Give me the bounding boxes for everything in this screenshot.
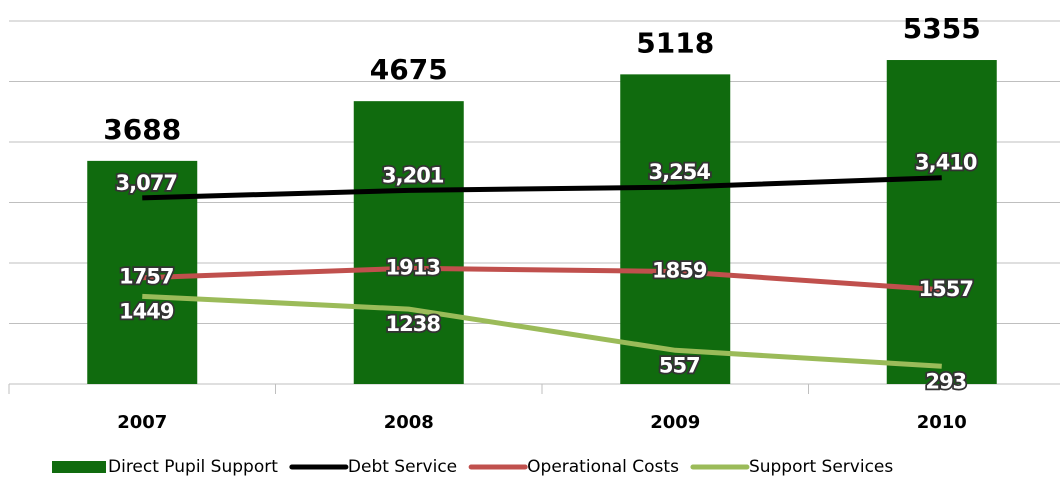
point-label: 1238	[386, 312, 441, 336]
x-tick-label: 2010	[917, 412, 967, 433]
point-label: 557	[659, 353, 700, 377]
line	[142, 175, 942, 201]
bar-value-label: 3688	[103, 113, 181, 146]
bar	[620, 74, 731, 385]
x-tick-label: 2009	[650, 412, 700, 433]
line	[142, 293, 942, 369]
legend-label: Direct Pupil Support	[108, 457, 278, 477]
point-label: 3,201	[382, 163, 444, 187]
legend-swatch	[52, 461, 106, 473]
point-label: 1557	[919, 277, 973, 301]
bar	[886, 60, 997, 385]
legend-label: Operational Costs	[527, 457, 679, 477]
point-label: 293	[925, 369, 966, 393]
bar-value-label: 5118	[636, 26, 714, 59]
point-label: 1913	[386, 255, 440, 279]
bar-value-label: 5355	[903, 12, 981, 45]
bar	[353, 101, 464, 384]
point-label: 3,254	[649, 160, 711, 184]
legend-label: Debt Service	[348, 457, 457, 477]
point-label: 1757	[119, 265, 173, 289]
point-label: 3,077	[116, 171, 177, 195]
line	[142, 265, 942, 293]
x-tick-label: 2007	[117, 412, 167, 433]
point-label: 1449	[119, 299, 174, 323]
bar-value-label: 4675	[370, 53, 448, 86]
legend-label: Support Services	[749, 457, 893, 477]
x-tick-label: 2008	[384, 412, 434, 433]
point-label: 1859	[652, 259, 707, 283]
point-label: 3,410	[915, 151, 977, 175]
